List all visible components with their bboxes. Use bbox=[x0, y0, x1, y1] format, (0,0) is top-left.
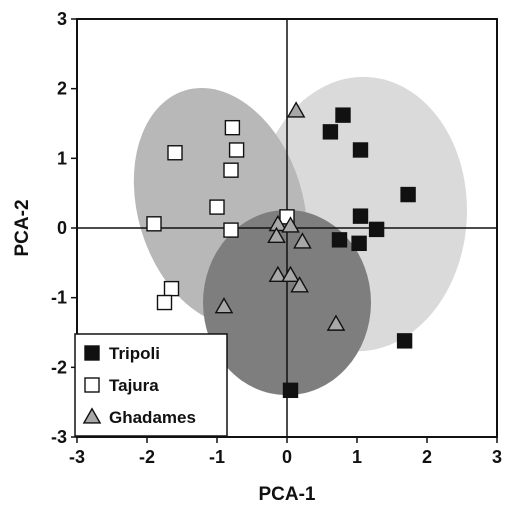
point-tajura bbox=[146, 216, 162, 232]
y-tick-label: -3 bbox=[51, 427, 67, 447]
point-tajura bbox=[167, 145, 183, 161]
x-tick-label: 3 bbox=[492, 447, 502, 467]
point-tripoli bbox=[396, 333, 413, 349]
y-tick-label: -1 bbox=[51, 288, 67, 308]
y-axis-title: PCA-2 bbox=[12, 199, 33, 256]
point-ghadames bbox=[214, 297, 234, 314]
point-tripoli bbox=[352, 142, 369, 158]
legend: Tripoli Tajura Ghadames bbox=[74, 333, 228, 437]
x-tick-label: -3 bbox=[69, 447, 85, 467]
legend-box bbox=[74, 333, 228, 437]
point-tripoli bbox=[322, 124, 339, 140]
point-ghadames bbox=[268, 265, 288, 283]
point-ghadames bbox=[267, 226, 286, 244]
legend-marker-tripoli bbox=[84, 345, 100, 361]
y-tick-label: -2 bbox=[51, 357, 67, 377]
point-tripoli bbox=[352, 208, 369, 224]
point-ghadames bbox=[326, 314, 346, 331]
x-axis-title: PCA-1 bbox=[258, 484, 315, 505]
point-tajura bbox=[163, 280, 180, 297]
y-tick-label: 0 bbox=[57, 218, 67, 238]
point-tajura bbox=[224, 119, 241, 136]
legend-label-tajura: Tajura bbox=[109, 376, 159, 395]
x-tick-label: 2 bbox=[422, 447, 432, 467]
point-tajura bbox=[223, 222, 239, 238]
point-tripoli bbox=[335, 107, 351, 123]
y-tick-label: 1 bbox=[57, 148, 67, 168]
x-tick-label: 1 bbox=[352, 447, 362, 467]
data-points bbox=[146, 101, 416, 399]
x-tick-label: -2 bbox=[139, 447, 155, 467]
point-tripoli bbox=[351, 235, 367, 252]
axis-ticks: -3 -2 -1 0 1 2 3 -3 -2 -1 0 1 2 3 bbox=[51, 9, 502, 467]
point-ghadames bbox=[293, 232, 312, 249]
point-tajura bbox=[228, 142, 245, 158]
point-ghadames bbox=[281, 216, 300, 233]
y-tick-label: 2 bbox=[57, 79, 67, 99]
point-tripoli bbox=[282, 382, 299, 399]
point-tripoli bbox=[331, 232, 348, 248]
point-ghadames bbox=[281, 265, 300, 283]
point-ghadames bbox=[286, 101, 306, 118]
legend-label-tripoli: Tripoli bbox=[109, 344, 160, 363]
legend-marker-ghadames bbox=[82, 407, 102, 424]
point-tripoli bbox=[400, 186, 416, 203]
point-tripoli bbox=[368, 221, 385, 238]
point-tajura bbox=[209, 199, 225, 215]
point-tajura bbox=[156, 294, 173, 311]
legend-marker-tajura bbox=[84, 377, 100, 393]
x-tick-label: 0 bbox=[282, 447, 292, 467]
point-tajura bbox=[223, 162, 239, 178]
x-tick-label: -1 bbox=[209, 447, 225, 467]
y-tick-label: 3 bbox=[57, 9, 67, 29]
point-ghadames bbox=[290, 276, 309, 293]
legend-label-ghadames: Ghadames bbox=[109, 408, 196, 427]
